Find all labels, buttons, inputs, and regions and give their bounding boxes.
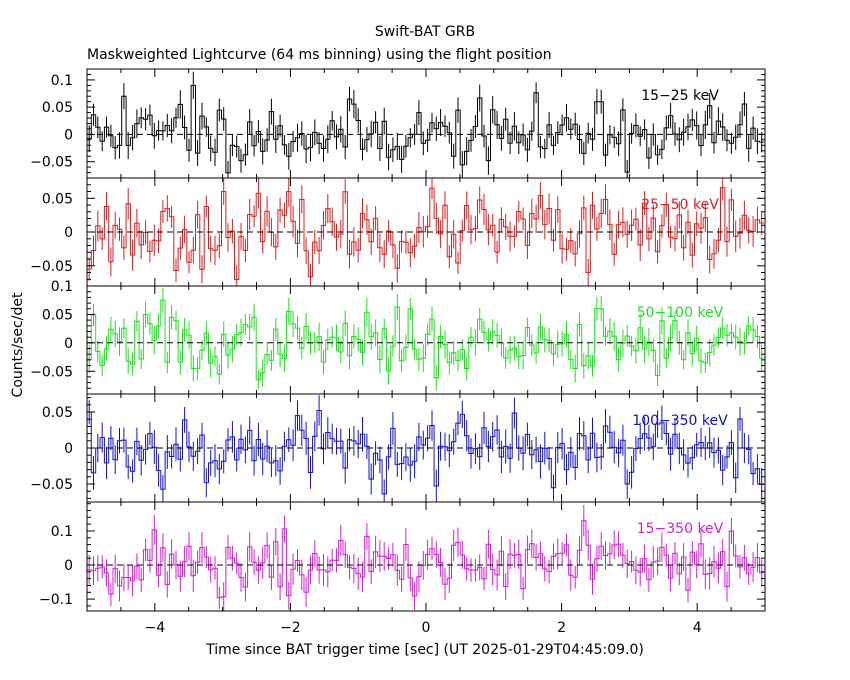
rate-series-1 [87,84,764,174]
band-label-4: 100−350 keV [632,413,728,429]
y-tick-label: −0.05 [30,259,73,275]
y-tick-label: −0.05 [30,364,73,380]
chart-subtitle: Maskweighted Lightcurve (64 ms binning) … [87,47,552,63]
panel-1: −0.05 0 0.05 0.1 15−25 keV [30,68,766,179]
y-tick-label: 0 [64,225,73,241]
rate-series-5 [87,520,764,599]
y-axis-label: Counts/sec/det [10,292,26,397]
rate-series-4 [87,410,764,495]
y-tick-label: −0.05 [30,155,73,171]
y-tick-label: 0 [64,558,73,574]
y-tick-label: 0.05 [42,307,73,323]
y-tick-label: −0.1 [39,592,73,608]
x-tick-label: 0 [422,620,431,636]
panel-4: −0.05 0 0.05 100−350 keV [30,393,766,503]
x-tick-label: −4 [144,620,165,636]
y-tick-label: 0 [64,441,73,457]
y-tick-label: 0 [64,336,73,352]
band-label-2: 25−50 keV [641,197,719,213]
y-tick-label: 0.05 [42,100,73,116]
y-tick-label: −0.05 [30,477,73,493]
band-label-3: 50−100 keV [637,305,724,321]
error-bars-4 [88,395,763,502]
x-axis-label: Time since BAT trigger time [sec] (UT 20… [205,642,644,658]
chart-title: Swift-BAT GRB [375,24,475,40]
y-tick-label: 0.1 [51,279,73,295]
y-tick-label: 0.05 [42,191,73,207]
y-tick-label: 0 [64,127,73,143]
y-tick-label: 0.05 [42,405,73,421]
rate-series-3 [87,299,764,381]
panel-5: −0.1 0 0.1 15−350 keV [39,501,766,612]
panels-group: −0.05 0 0.05 0.1 15−25 keV −0.05 0 0.05 25−50 ke… [30,68,766,636]
x-tick-label: 2 [557,620,566,636]
band-label-1: 15−25 keV [641,88,719,104]
panel-3: −0.05 0 0.05 0.1 50−100 keV [30,279,766,395]
y-tick-label: 0.1 [51,524,73,540]
rate-series-2 [87,187,764,280]
y-tick-label: 0.1 [51,73,73,89]
x-tick-label: 4 [693,620,702,636]
x-tick-label: −2 [280,620,301,636]
band-label-5: 15−350 keV [637,521,724,537]
panel-2: −0.05 0 0.05 25−50 keV [30,177,766,287]
